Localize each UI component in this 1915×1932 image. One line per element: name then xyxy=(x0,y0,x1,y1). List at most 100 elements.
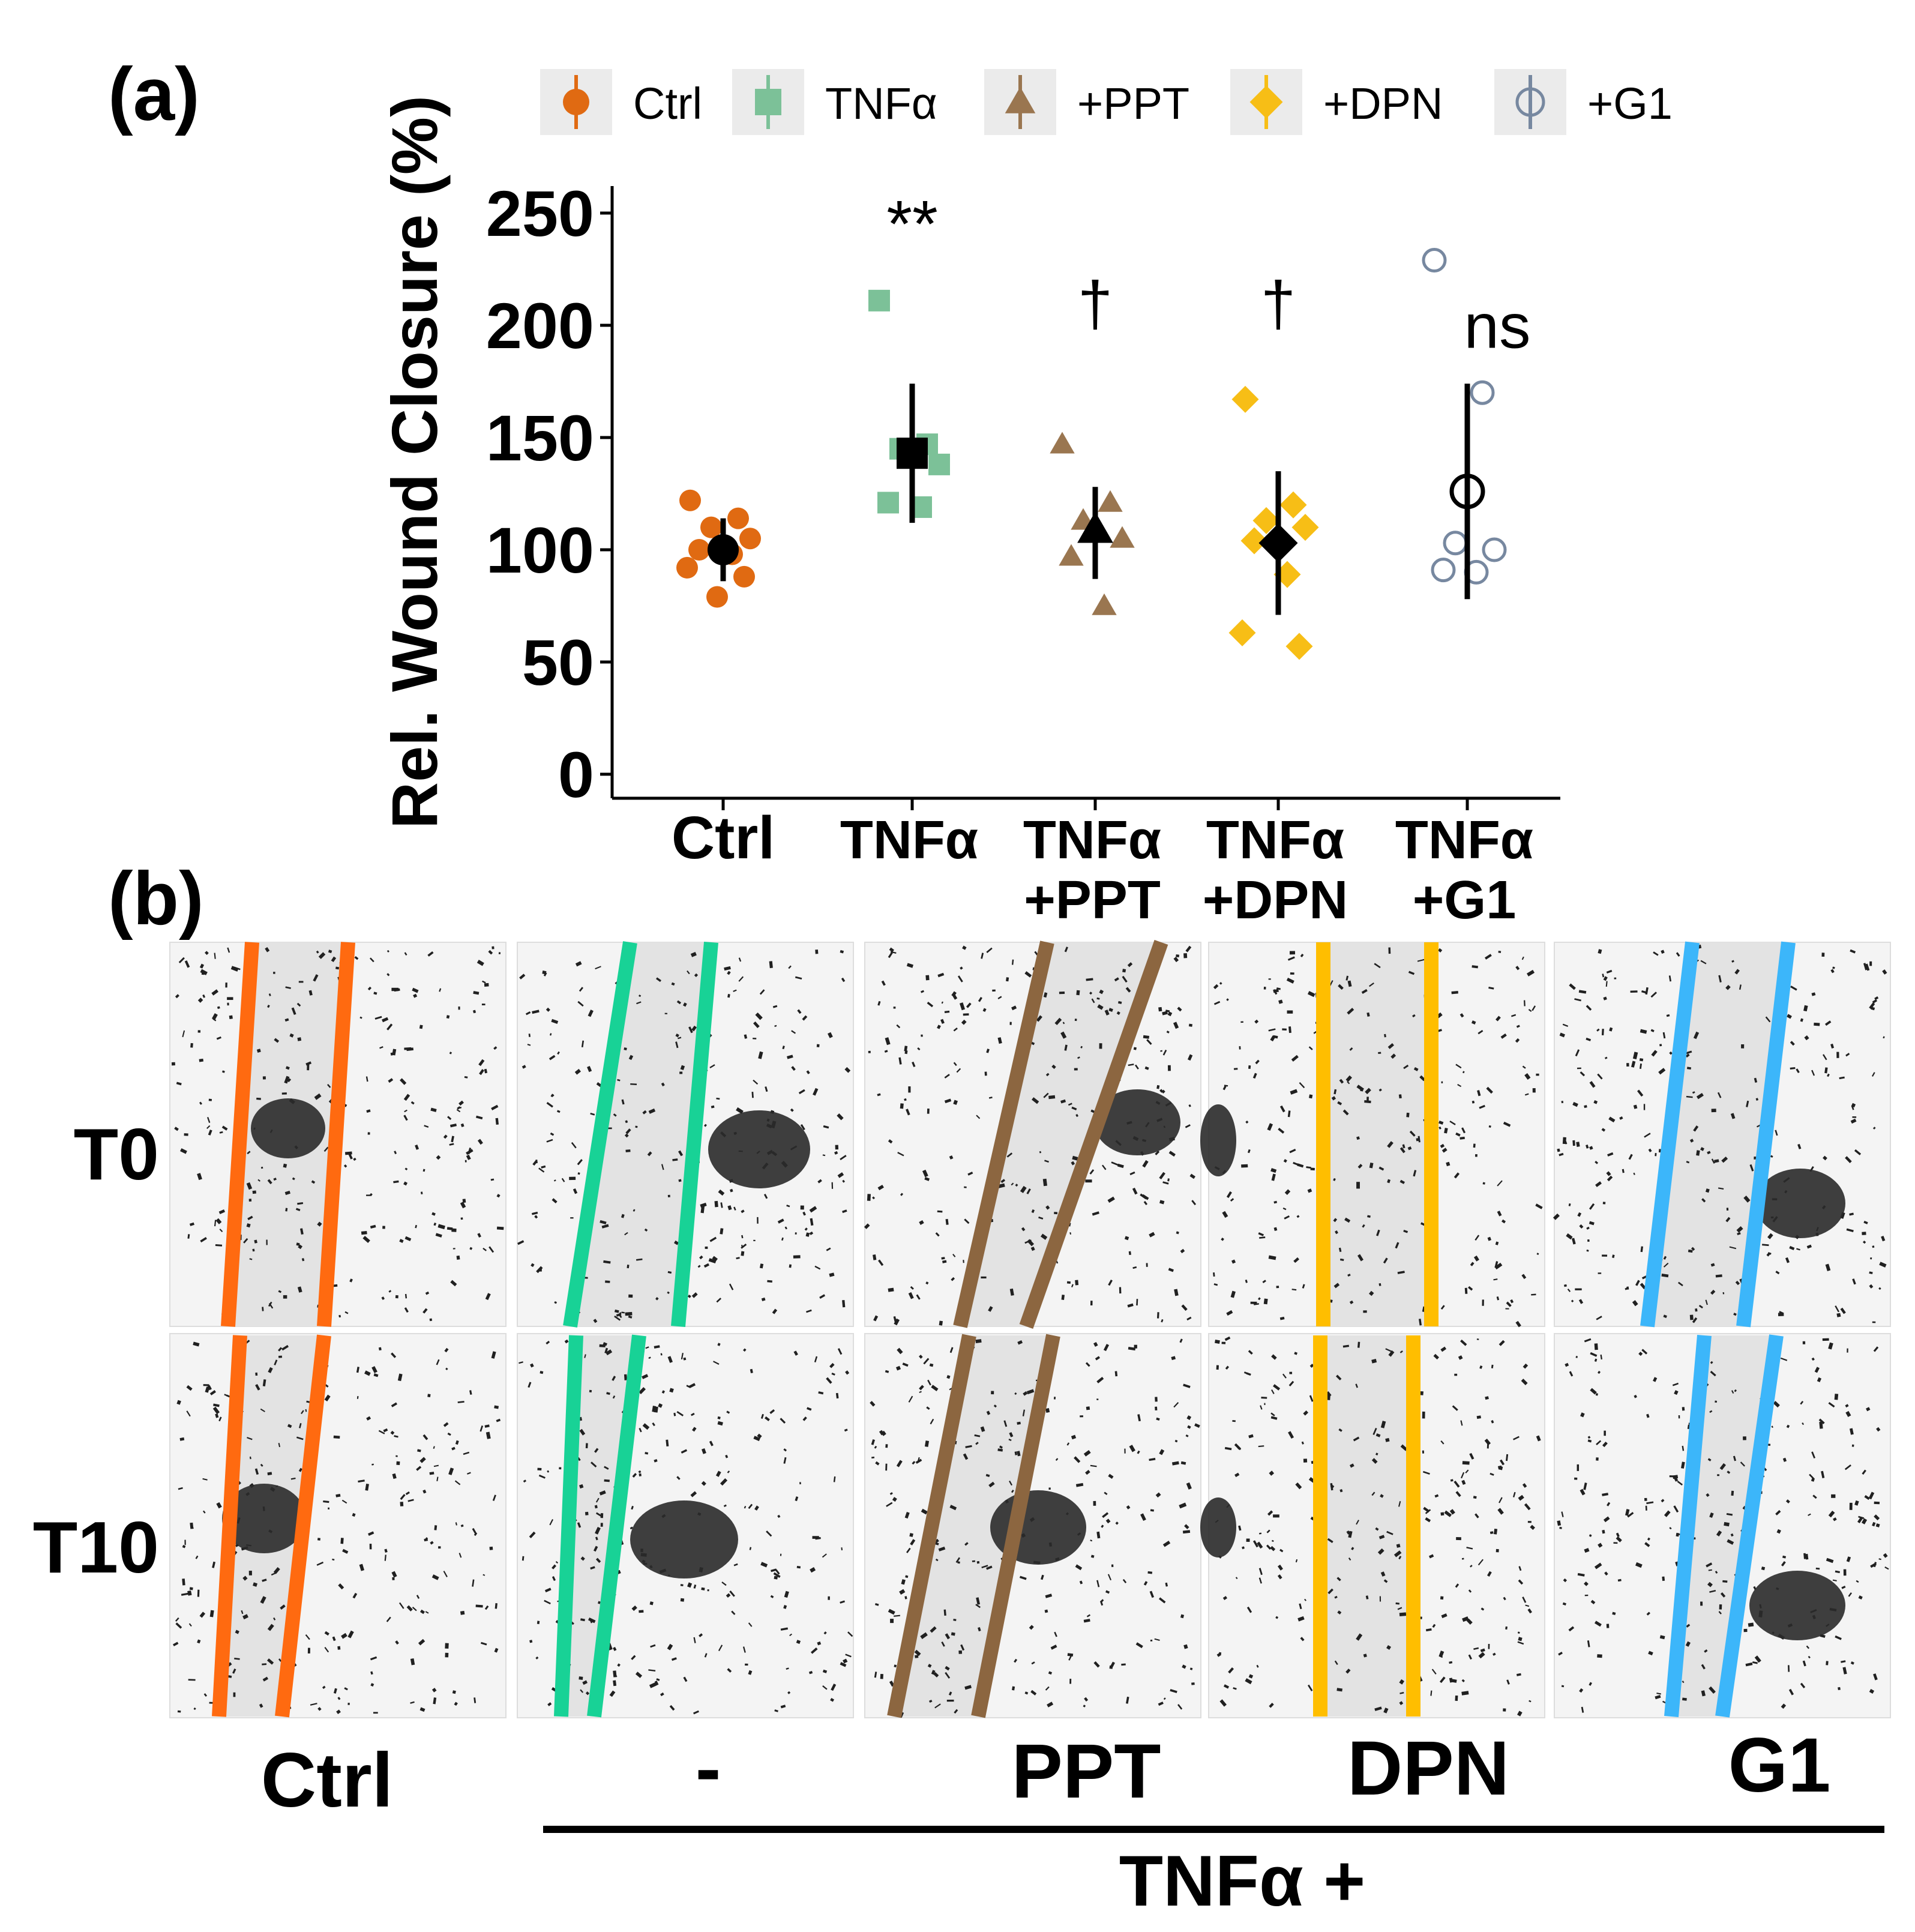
cell-speckle xyxy=(1488,1643,1490,1649)
cell-speckle xyxy=(364,1370,371,1376)
cell-speckle xyxy=(454,1480,461,1485)
cell-speckle xyxy=(176,1082,182,1086)
cell-speckle xyxy=(667,1356,673,1363)
cell-speckle xyxy=(1869,1002,1875,1010)
wound-gap xyxy=(1323,942,1431,1326)
wound-photo-panel xyxy=(517,1333,854,1718)
cell-speckle xyxy=(1171,1461,1179,1466)
cell-speckle xyxy=(1689,1314,1694,1320)
cell-speckle xyxy=(551,1019,559,1025)
cell-speckle xyxy=(707,1589,709,1592)
cell-speckle xyxy=(1284,1215,1290,1220)
cell-speckle xyxy=(1577,1212,1582,1217)
cell-speckle xyxy=(1179,1502,1187,1509)
cell-speckle xyxy=(1559,1152,1564,1157)
cell-speckle xyxy=(1246,1606,1252,1613)
cell-speckle xyxy=(1677,1480,1683,1486)
cell-speckle xyxy=(1730,1113,1736,1119)
cell-speckle xyxy=(1047,1702,1054,1708)
cell-speckle xyxy=(246,1182,253,1190)
cell-speckle xyxy=(1077,1056,1080,1059)
cell-speckle xyxy=(761,1297,766,1302)
cell-speckle xyxy=(726,1410,730,1414)
cell-speckle xyxy=(1053,1397,1056,1400)
cell-speckle xyxy=(1655,1695,1661,1700)
cell-speckle xyxy=(1490,1531,1494,1535)
cell-speckle xyxy=(1074,1068,1078,1071)
cell-speckle xyxy=(260,1596,266,1604)
cell-speckle xyxy=(1066,1442,1070,1446)
cell-speckle xyxy=(1133,1047,1137,1050)
cell-speckle xyxy=(1574,998,1581,1002)
cell-speckle xyxy=(1307,1188,1312,1193)
cell-speckle xyxy=(639,1427,642,1433)
cell-speckle xyxy=(799,1482,801,1485)
cell-speckle xyxy=(967,1172,973,1176)
cell-speckle xyxy=(1727,1470,1731,1474)
cell-speckle xyxy=(1454,1172,1460,1179)
cell-speckle xyxy=(1062,1022,1065,1025)
wound-edge-line xyxy=(1019,940,1168,1329)
cell-speckle xyxy=(1493,1278,1498,1281)
cell-speckle xyxy=(605,1349,613,1356)
cell-speckle xyxy=(1187,1425,1191,1429)
cell-speckle xyxy=(1096,997,1100,1000)
cell-speckle xyxy=(1277,1564,1283,1571)
cell-speckle xyxy=(1843,1569,1847,1576)
cell-speckle xyxy=(1086,978,1093,981)
cell-speckle xyxy=(412,1606,417,1612)
cell-speckle xyxy=(1337,1610,1342,1615)
cell-speckle xyxy=(365,1076,368,1082)
cell-speckle xyxy=(925,975,930,981)
cell-speckle xyxy=(1237,1448,1241,1450)
cell-speckle xyxy=(1234,1472,1240,1478)
data-point xyxy=(1443,531,1468,556)
cell-speckle xyxy=(1273,1514,1279,1518)
cell-speckle xyxy=(790,1108,794,1112)
cell-speckle xyxy=(949,1155,954,1160)
cell-speckle xyxy=(1736,1226,1743,1233)
cell-speckle xyxy=(920,990,925,993)
cell-speckle xyxy=(617,1663,621,1667)
cell-speckle xyxy=(496,1226,504,1230)
cell-speckle xyxy=(630,1083,637,1085)
cell-speckle xyxy=(1014,1451,1018,1455)
cell-speckle xyxy=(1461,1679,1465,1682)
cell-speckle xyxy=(571,1142,577,1149)
wound-edge-line xyxy=(971,1334,1060,1718)
cell-speckle xyxy=(687,1582,693,1588)
cell-speckle xyxy=(835,1392,839,1399)
cell-speckle xyxy=(795,1496,799,1502)
cell-speckle xyxy=(1383,1708,1389,1714)
cell-speckle xyxy=(1530,1524,1535,1530)
cell-speckle xyxy=(1625,1509,1630,1516)
cell-speckle xyxy=(552,1576,556,1581)
cell-speckle xyxy=(212,1406,220,1415)
cell-speckle xyxy=(489,1546,493,1550)
cell-speckle xyxy=(1850,949,1856,954)
cell-speckle xyxy=(436,1359,440,1365)
cell-speckle xyxy=(211,989,218,996)
cell-speckle xyxy=(1054,1631,1057,1637)
cell-speckle xyxy=(308,990,313,996)
cell-speckle xyxy=(1061,1295,1065,1300)
cell-speckle xyxy=(1008,1439,1012,1441)
cell-speckle xyxy=(1527,1521,1532,1523)
cell-speckle xyxy=(1271,1389,1275,1394)
cell-speckle xyxy=(758,1051,763,1059)
cell-speckle xyxy=(449,1123,457,1128)
cell-speckle xyxy=(1378,1166,1384,1171)
cell-speckle xyxy=(1366,1012,1370,1017)
cell-speckle xyxy=(1262,1280,1266,1284)
cell-speckle xyxy=(1811,1451,1816,1459)
cell-speckle xyxy=(1177,1007,1182,1012)
cell-speckle xyxy=(715,1470,721,1477)
cell-speckle xyxy=(451,1446,455,1451)
cell-speckle xyxy=(1272,1035,1278,1039)
cell-speckle xyxy=(711,1105,715,1109)
cell-speckle xyxy=(544,1587,552,1593)
cell-speckle xyxy=(1808,1655,1811,1659)
cell-speckle xyxy=(813,1088,819,1096)
cell-speckle xyxy=(1718,975,1722,983)
cell-speckle xyxy=(688,1026,693,1034)
